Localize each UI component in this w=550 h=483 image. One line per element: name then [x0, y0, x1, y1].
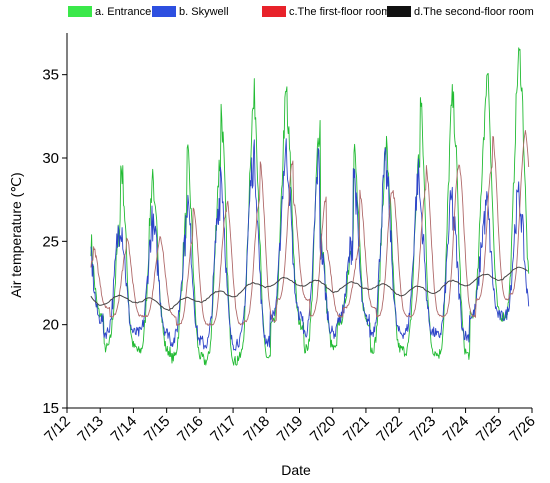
- y-ticks: 15 20 25 30 35: [42, 67, 67, 417]
- series-layer: [90, 47, 530, 366]
- x-tick-label: 7/15: [141, 413, 174, 446]
- legend-label: a. Entrance: [95, 6, 151, 18]
- series-line: [90, 47, 530, 366]
- series-line: [90, 130, 530, 326]
- x-tick-label: 7/21: [340, 413, 373, 446]
- y-axis-title: Air temperature (℃): [8, 172, 24, 297]
- legend-label: d.The second-floor room: [414, 6, 534, 18]
- legend-label: b. Skywell: [179, 6, 229, 18]
- legend-swatch: [262, 6, 286, 17]
- x-tick-label: 7/13: [74, 413, 107, 446]
- x-tick-label: 7/18: [240, 413, 273, 446]
- axes: [66, 33, 532, 409]
- y-tick-label: 25: [42, 233, 59, 250]
- y-tick-label: 35: [42, 67, 59, 84]
- legend-swatch: [68, 6, 92, 17]
- legend: a. Entrance b. Skywell c.The first-floor r…: [68, 6, 534, 18]
- y-tick-label: 20: [42, 317, 59, 334]
- x-tick-label: 7/17: [207, 413, 240, 446]
- legend-label: c.The first-floor room: [289, 6, 390, 18]
- x-ticks: 7/12 7/13 7/14 7/15 7/16 7/17 7/18 7/19 7/20 7/21…: [41, 408, 539, 445]
- x-tick-label: 7/26: [506, 413, 539, 446]
- x-tick-label: 7/24: [440, 413, 473, 446]
- x-tick-label: 7/22: [373, 413, 406, 446]
- x-tick-label: 7/14: [108, 413, 141, 446]
- y-tick-label: 30: [42, 150, 59, 167]
- series-line: [90, 138, 530, 351]
- y-tick-label: 15: [42, 400, 59, 417]
- x-tick-label: 7/12: [41, 413, 74, 446]
- x-tick-label: 7/20: [307, 413, 340, 446]
- x-tick-label: 7/19: [274, 413, 307, 446]
- legend-swatch: [387, 6, 411, 17]
- x-axis-title: Date: [281, 462, 311, 478]
- series-line: [90, 266, 529, 312]
- x-tick-label: 7/23: [407, 413, 440, 446]
- x-tick-label: 7/16: [174, 413, 207, 446]
- legend-swatch: [152, 6, 176, 17]
- x-tick-label: 7/25: [473, 413, 506, 446]
